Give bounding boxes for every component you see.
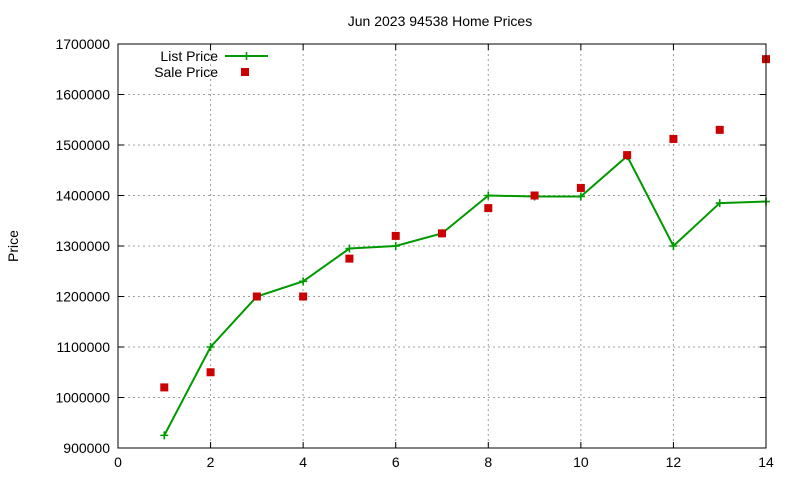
sale-price-point xyxy=(160,383,169,392)
sale-price-point xyxy=(391,231,400,240)
list-price-point xyxy=(160,431,169,440)
sale-price-point xyxy=(576,183,585,192)
sale-price-point xyxy=(345,254,354,263)
list-price-point xyxy=(669,242,678,250)
sale-price-point xyxy=(252,292,261,301)
sale-price-point xyxy=(438,229,446,238)
sale-price-point xyxy=(715,125,724,134)
list-price-line xyxy=(163,154,767,436)
legend-square-sample xyxy=(241,68,249,76)
list-price-point xyxy=(715,199,724,208)
list-price-point xyxy=(206,343,215,351)
y-tick-label: 1200000 xyxy=(55,289,110,305)
data-series xyxy=(160,55,770,440)
sale-price-point xyxy=(299,292,308,301)
y-tick-label: 1400000 xyxy=(55,188,110,204)
y-tick-label: 1700000 xyxy=(55,36,110,52)
x-tick-label: 0 xyxy=(114,454,122,470)
x-tick-label: 2 xyxy=(207,454,215,470)
axis-ticks: 0 2 4 6 8 10 12 14 900000 1000000 1100000 1200000 13… xyxy=(55,36,774,470)
legend-label: List Price xyxy=(160,48,218,64)
x-tick-label: 4 xyxy=(299,454,307,470)
sale-price-point xyxy=(530,191,539,200)
x-tick-label: 6 xyxy=(392,454,400,470)
sale-price-point xyxy=(623,151,632,160)
x-tick-label: 8 xyxy=(484,454,492,470)
legend-cross-sample xyxy=(242,52,251,60)
chart-title: Jun 2023 94538 Home Prices xyxy=(348,13,532,29)
list-price-point xyxy=(345,244,354,253)
y-tick-label: 1000000 xyxy=(55,390,110,406)
legend-label: Sale Price xyxy=(154,64,218,80)
x-tick-label: 10 xyxy=(573,454,589,470)
list-price-point xyxy=(299,277,308,286)
y-tick-label: 1300000 xyxy=(55,238,110,254)
x-tick-label: 14 xyxy=(758,454,774,470)
y-tick-label: 1600000 xyxy=(55,87,110,103)
grid xyxy=(118,44,766,448)
list-price-point xyxy=(391,242,400,250)
y-tick-label: 1100000 xyxy=(57,339,111,355)
sale-price-point xyxy=(484,204,493,213)
sale-price-point xyxy=(669,134,678,143)
list-price-point xyxy=(576,192,585,201)
y-tick-label: 1500000 xyxy=(55,137,110,153)
y-axis-label: Price xyxy=(5,230,21,262)
sale-price-point xyxy=(206,368,215,377)
x-tick-label: 12 xyxy=(666,454,682,470)
list-price-point xyxy=(484,191,493,200)
plot-frame xyxy=(117,43,767,449)
y-tick-label: 900000 xyxy=(63,440,110,456)
